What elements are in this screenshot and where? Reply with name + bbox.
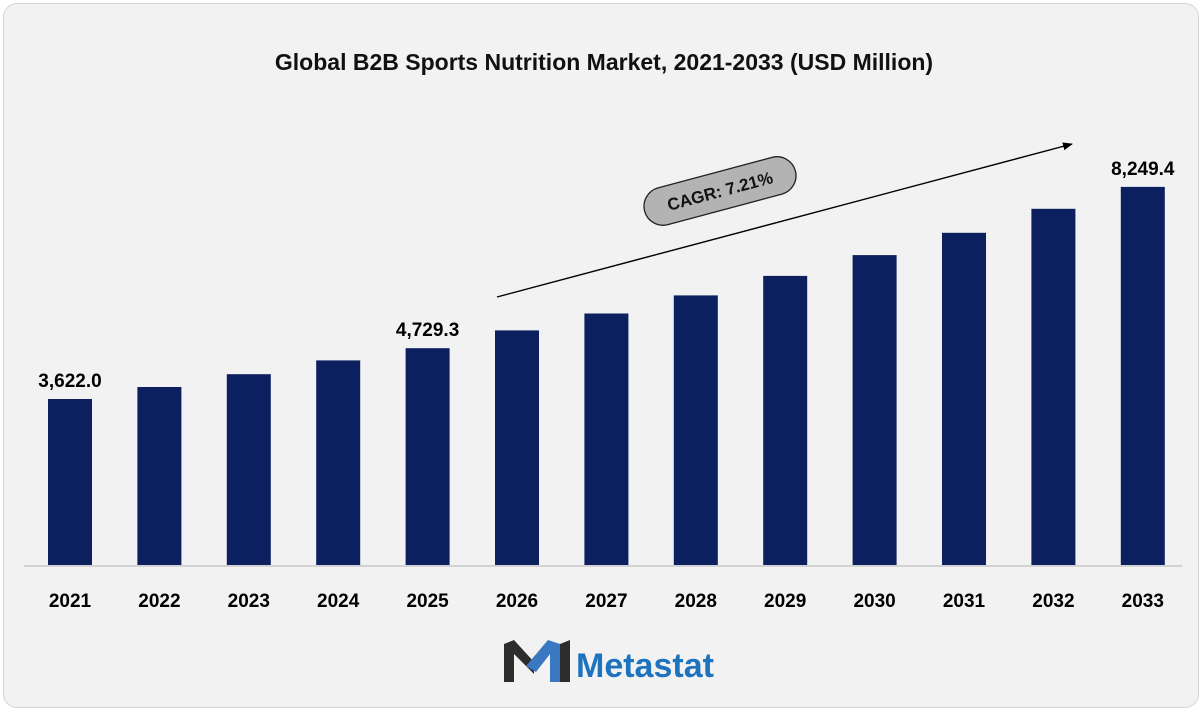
cagr-callout: CAGR: 7.21% [643,156,797,226]
data-label-2021: 3,622.0 [38,371,101,392]
bar-2033 [1120,186,1165,565]
data-labels: 3,622.0 4,729.3 8,249.4 [38,159,1175,392]
bar-2028 [673,295,718,565]
bar-2024 [316,360,361,565]
bar-2030 [852,255,897,565]
bar-2031 [942,232,986,566]
x-tick-label-2029: 2029 [764,591,806,612]
metastat-m-logo-icon [504,640,570,682]
x-tick-label-2023: 2023 [228,591,270,612]
cagr-trend-arrow [496,142,1073,298]
chart-frame: Global B2B Sports Nutrition Market, 2021… [3,3,1199,708]
brand-name: Metastat [576,647,714,685]
x-tick-label-2024: 2024 [317,591,360,612]
x-tick-label-2022: 2022 [138,591,180,612]
bar-2026 [495,330,539,565]
x-tick-label-2027: 2027 [585,591,627,612]
cagr-pill [643,156,797,226]
bar-2025 [405,348,450,565]
x-tick-label-2028: 2028 [675,591,717,612]
bar-2021 [48,399,92,565]
chart-title: Global B2B Sports Nutrition Market, 2021… [275,49,933,75]
x-tick-label-2030: 2030 [853,591,895,612]
bar-2027 [584,313,629,565]
x-tick-label-2021: 2021 [49,591,92,612]
x-tick-label-2032: 2032 [1032,591,1074,612]
bar-chart: Global B2B Sports Nutrition Market, 2021… [24,49,1182,685]
bar-2029 [763,275,808,565]
data-label-2025: 4,729.3 [396,320,459,341]
x-tick-label-2031: 2031 [943,591,986,612]
data-label-2033: 8,249.4 [1111,159,1175,180]
bar-2032 [1031,208,1076,566]
x-tick-label-2033: 2033 [1122,591,1164,612]
bars-group [48,186,1165,566]
x-tick-label-2026: 2026 [496,591,538,612]
brand-logo: Metastat [504,640,714,685]
x-tick-labels: 2021 2022 2023 2024 2025 2026 2027 2028 2029 2030… [49,591,1164,612]
x-tick-label-2025: 2025 [406,591,449,612]
bar-2022 [137,387,182,565]
bar-2023 [226,374,271,565]
